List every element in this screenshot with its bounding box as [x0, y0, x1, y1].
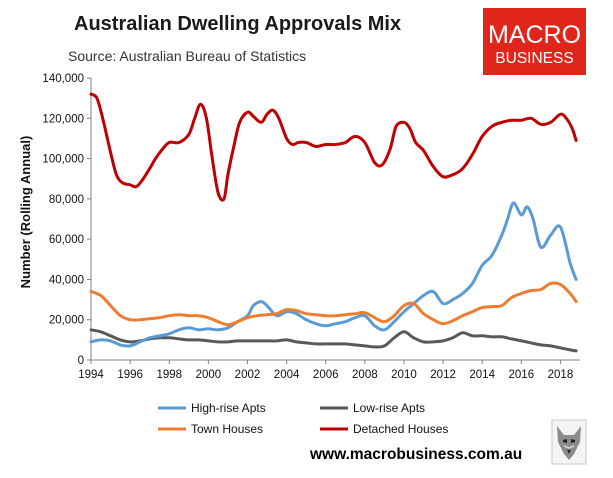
- macrobusiness-logo: MACRO BUSINESS: [483, 8, 586, 75]
- y-tick-label: 60,000: [49, 234, 84, 246]
- wolf-icon: [551, 419, 587, 465]
- website-url: www.macrobusiness.com.au: [309, 446, 522, 463]
- y-tick-label: 140,000: [42, 73, 84, 85]
- chart-subtitle: Source: Australian Bureau of Statistics: [68, 48, 306, 64]
- y-tick-label: 0: [78, 355, 84, 367]
- legend-label-high-rise-apts: High-rise Apts: [191, 401, 266, 415]
- x-tick-label: 2002: [235, 369, 261, 381]
- x-tick-label: 2000: [196, 369, 222, 381]
- y-tick-label: 80,000: [49, 194, 84, 206]
- series-line-detached-houses: [89, 92, 578, 202]
- series-line-low-rise-apts: [89, 328, 578, 353]
- y-tick-label: 120,000: [42, 113, 84, 125]
- legend-label-detached-houses: Detached Houses: [353, 422, 448, 436]
- series-layer: [89, 92, 578, 353]
- series-line-town-houses: [89, 281, 578, 327]
- chart-title: Australian Dwelling Approvals Mix: [74, 13, 401, 35]
- y-tick-label: 20,000: [49, 315, 84, 327]
- logo-line1: MACRO: [488, 21, 581, 49]
- y-tick-label: 40,000: [49, 274, 84, 286]
- x-tick-label: 2012: [430, 369, 456, 381]
- y-axis-label: Number (Rolling Annual): [18, 136, 33, 289]
- logo-line2: BUSINESS: [495, 50, 573, 67]
- x-tick-label: 2014: [469, 369, 495, 381]
- legend-label-town-houses: Town Houses: [191, 422, 263, 436]
- x-tick-label: 1996: [117, 369, 143, 381]
- legend-label-low-rise-apts: Low-rise Apts: [353, 401, 425, 415]
- x-tick-label: 2006: [313, 369, 339, 381]
- axes: 0 20,000 40,000 60,000 80,000 100,000 120,000 1…: [42, 73, 580, 381]
- x-tick-label: 1998: [156, 369, 182, 381]
- x-tick-label: 2004: [274, 369, 300, 381]
- x-tick-label: 2018: [548, 369, 574, 381]
- x-tick-label: 1994: [78, 369, 104, 381]
- legend: High-rise Apts Low-rise Apts Town Houses De…: [158, 401, 448, 436]
- y-tick-label: 100,000: [42, 154, 84, 166]
- series-line-high-rise-apts: [89, 201, 578, 348]
- x-tick-label: 2008: [352, 369, 378, 381]
- logo-background: [483, 8, 586, 75]
- x-tick-label: 2016: [509, 369, 535, 381]
- x-tick-label: 2010: [391, 369, 417, 381]
